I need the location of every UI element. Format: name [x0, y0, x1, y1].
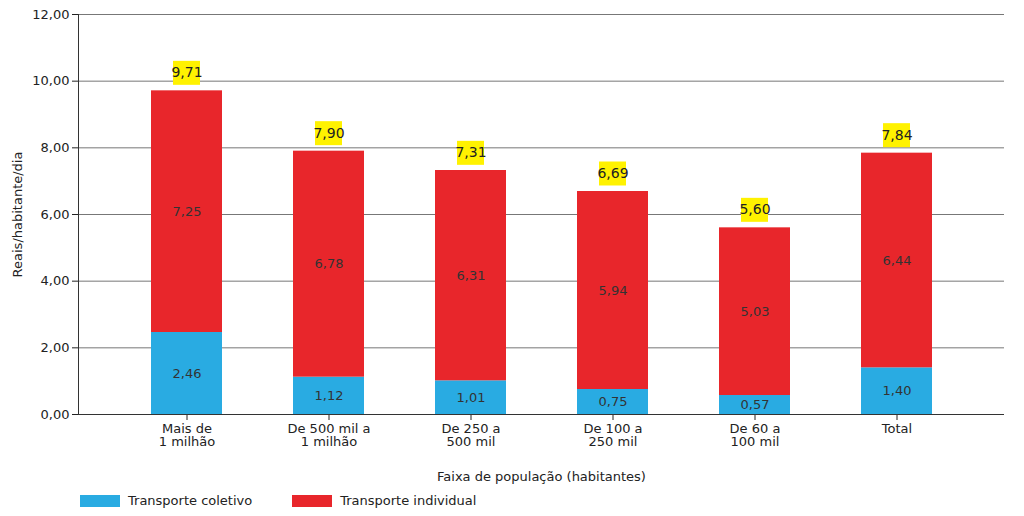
svg-text:Faixa de população (habitantes: Faixa de população (habitantes) — [437, 469, 646, 484]
svg-text:7,90: 7,90 — [313, 125, 344, 141]
svg-text:5,60: 5,60 — [739, 201, 770, 217]
svg-text:2,00: 2,00 — [41, 340, 70, 355]
svg-text:7,84: 7,84 — [881, 127, 912, 143]
svg-text:De 500 mil a1 milhão: De 500 mil a1 milhão — [287, 421, 370, 449]
svg-text:9,71: 9,71 — [171, 64, 202, 80]
svg-text:De 250 a500 mil: De 250 a500 mil — [441, 421, 500, 449]
svg-text:5,03: 5,03 — [741, 304, 770, 319]
svg-text:6,69: 6,69 — [597, 165, 628, 181]
svg-text:8,00: 8,00 — [41, 140, 70, 155]
svg-text:4,00: 4,00 — [41, 273, 70, 288]
svg-text:Total: Total — [881, 421, 912, 436]
svg-text:Reais/habitante/dia: Reais/habitante/dia — [10, 152, 25, 278]
svg-text:1,12: 1,12 — [315, 388, 344, 403]
svg-text:0,75: 0,75 — [599, 394, 628, 409]
svg-text:5,94: 5,94 — [599, 283, 628, 298]
svg-text:Mais de1 milhão: Mais de1 milhão — [159, 421, 215, 449]
svg-text:7,31: 7,31 — [455, 144, 486, 160]
html-text:Transporte individual: Transporte individual — [340, 492, 477, 508]
svg-text:De 100 a250 mil: De 100 a250 mil — [583, 421, 642, 449]
svg-text:De 60 a100 mil: De 60 a100 mil — [730, 421, 781, 449]
svg-text:10,00: 10,00 — [32, 73, 69, 88]
svg-text:6,78: 6,78 — [315, 256, 344, 271]
svg-text:2,46: 2,46 — [173, 366, 202, 381]
svg-text:0,00: 0,00 — [41, 407, 70, 422]
html-text:Transporte coletivo: Transporte coletivo — [128, 492, 253, 508]
svg-text:6,31: 6,31 — [457, 268, 486, 283]
svg-text:1,01: 1,01 — [457, 390, 486, 405]
svg-text:1,40: 1,40 — [883, 383, 912, 398]
svg-text:12,00: 12,00 — [32, 7, 69, 22]
svg-text:7,25: 7,25 — [173, 204, 202, 219]
svg-text:6,00: 6,00 — [41, 207, 70, 222]
svg-text:0,57: 0,57 — [741, 397, 770, 412]
svg-text:6,44: 6,44 — [883, 253, 912, 268]
